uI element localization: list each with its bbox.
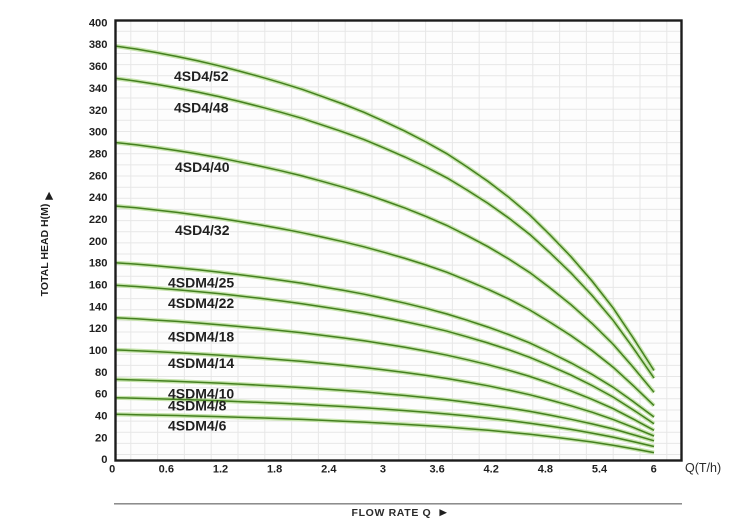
svg-text:280: 280 (89, 148, 108, 160)
svg-text:120: 120 (89, 323, 108, 335)
svg-text:4SD4/52: 4SD4/52 (174, 68, 229, 84)
svg-text:TOTAL HEAD H(M): TOTAL HEAD H(M) (39, 204, 51, 297)
svg-text:1.8: 1.8 (267, 463, 282, 475)
svg-text:4SDM4/25: 4SDM4/25 (168, 274, 234, 290)
svg-text:4.8: 4.8 (538, 463, 553, 475)
svg-text:4SDM4/14: 4SDM4/14 (168, 355, 234, 371)
svg-text:5.4: 5.4 (592, 463, 608, 475)
svg-text:180: 180 (89, 258, 108, 270)
svg-text:4SD4/32: 4SD4/32 (175, 222, 230, 238)
svg-text:4.2: 4.2 (484, 463, 499, 475)
svg-text:300: 300 (89, 127, 108, 139)
svg-text:4SDM4/10: 4SDM4/10 (168, 386, 234, 402)
svg-text:200: 200 (89, 236, 108, 248)
svg-text:4SDM4/8: 4SDM4/8 (168, 398, 227, 414)
svg-text:3: 3 (380, 463, 386, 475)
svg-text:380: 380 (89, 39, 108, 51)
svg-text:400: 400 (89, 17, 108, 29)
svg-text:160: 160 (89, 280, 108, 292)
svg-text:220: 220 (89, 214, 108, 226)
svg-text:340: 340 (89, 83, 108, 95)
svg-text:4SDM4/18: 4SDM4/18 (168, 328, 234, 344)
svg-text:4SD4/40: 4SD4/40 (175, 159, 230, 175)
svg-text:0: 0 (101, 454, 107, 466)
svg-text:140: 140 (89, 301, 108, 313)
svg-text:4SDM4/22: 4SDM4/22 (168, 295, 234, 311)
svg-text:2.4: 2.4 (321, 463, 337, 475)
svg-text:320: 320 (89, 105, 108, 117)
svg-text:Q(T/h): Q(T/h) (685, 461, 721, 475)
svg-text:0.6: 0.6 (159, 463, 174, 475)
svg-text:FLOW RATE Q: FLOW RATE Q (352, 507, 432, 519)
svg-text:20: 20 (95, 432, 107, 444)
svg-text:60: 60 (95, 389, 107, 401)
svg-text:100: 100 (89, 345, 108, 357)
svg-text:260: 260 (89, 170, 108, 182)
svg-text:1.2: 1.2 (213, 463, 228, 475)
svg-text:6: 6 (651, 463, 657, 475)
svg-text:4SD4/48: 4SD4/48 (174, 99, 229, 115)
svg-text:0: 0 (109, 463, 115, 475)
svg-text:240: 240 (89, 192, 108, 204)
svg-text:80: 80 (95, 367, 107, 379)
svg-text:4SDM4/6: 4SDM4/6 (168, 417, 227, 433)
svg-text:3.6: 3.6 (429, 463, 444, 475)
svg-text:360: 360 (89, 61, 108, 73)
svg-text:40: 40 (95, 411, 107, 423)
